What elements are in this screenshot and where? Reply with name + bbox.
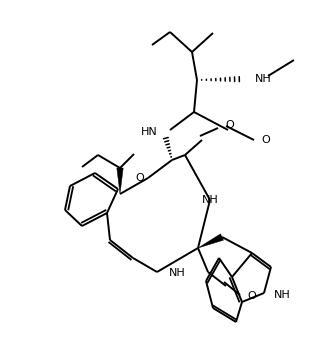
Polygon shape (198, 234, 223, 248)
Text: O: O (135, 173, 144, 183)
Text: O: O (225, 120, 234, 130)
Polygon shape (117, 168, 123, 194)
Text: NH: NH (169, 268, 186, 278)
Text: NH: NH (274, 290, 291, 300)
Text: NH: NH (202, 195, 218, 205)
Text: O: O (261, 135, 270, 145)
Text: HN: HN (141, 127, 158, 137)
Text: NH: NH (255, 74, 272, 84)
Text: O: O (247, 291, 256, 301)
